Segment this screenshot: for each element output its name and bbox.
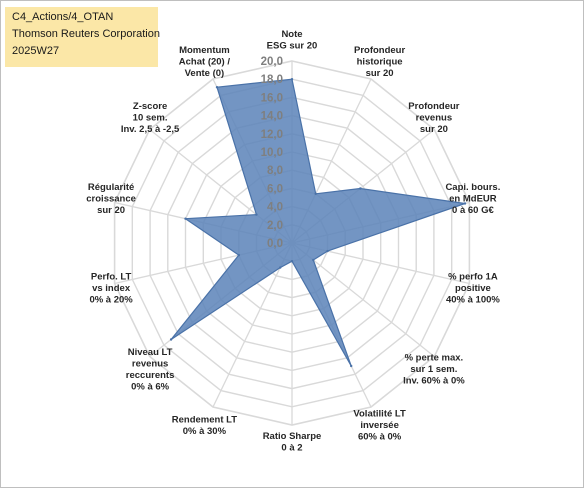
data-point <box>290 78 294 81</box>
title-badge: C4_Actions/4_OTAN Thomson Reuters Corpor… <box>5 7 160 67</box>
data-point <box>314 192 317 195</box>
data-point <box>312 258 315 262</box>
data-point <box>350 364 353 368</box>
tick-label: 10,0 <box>261 147 283 159</box>
data-point <box>290 260 294 263</box>
axis-label: Niveau LT revenus reccurents 0% à 6% <box>126 347 175 393</box>
tick-label: 18,0 <box>261 74 283 86</box>
grid-spoke <box>291 242 435 358</box>
tick-label: 6,0 <box>267 183 283 195</box>
tick-label: 12,0 <box>261 129 283 141</box>
axis-label-line: Niveau LT <box>128 347 173 358</box>
data-point <box>169 338 173 341</box>
axis-label-line: sur 20 <box>420 124 448 135</box>
axis-label-line: % perfo 1A <box>448 272 498 283</box>
badge-line-1: C4_Actions/4_OTAN <box>12 11 114 23</box>
axis-label: % perte max. sur 1 sem. Inv. 60% à 0% <box>403 353 465 387</box>
axis-label: Rendement LT 0% à 30% <box>172 415 237 438</box>
data-point <box>237 253 240 257</box>
badge-line-3: 2025W27 <box>12 45 60 57</box>
axis-label-line: vs index <box>92 283 131 294</box>
axis-label: % perfo 1A positive 40% à 100% <box>446 272 500 306</box>
radar-series <box>169 78 467 368</box>
data-point <box>184 217 187 220</box>
data-point <box>463 202 467 205</box>
axis-label-line: Z-score <box>133 101 167 112</box>
axis-label-line: ESG sur 20 <box>267 41 318 52</box>
axis-label: Profondeur revenus sur 20 <box>408 101 459 135</box>
tick-label: 0,0 <box>267 238 283 250</box>
axis-label: Capi. bours. en MdEUR 0 à 60 G€ <box>445 182 500 216</box>
axis-label-line: 10 sem. <box>133 112 168 123</box>
data-point <box>255 213 258 216</box>
axis-label-line: historique <box>357 56 403 67</box>
axis-label-line: 0% à 30% <box>183 426 227 437</box>
tick-label: 4,0 <box>267 202 283 214</box>
axis-label-line: sur 20 <box>97 205 125 216</box>
tick-label: 16,0 <box>261 92 283 104</box>
axis-label-line: Perfo. LT <box>91 272 132 283</box>
axis-label-line: Profondeur <box>408 101 459 112</box>
data-point <box>279 266 282 269</box>
axis-label-line: 40% à 100% <box>446 295 500 306</box>
axis-labels: Note ESG sur 20 Profondeur historique sur 20… <box>86 29 500 454</box>
axis-label-line: Note <box>281 29 302 40</box>
axis-label-line: Ratio Sharpe <box>263 431 322 442</box>
tick-label: 2,0 <box>267 220 283 232</box>
axis-label: Régularité croissance sur 20 <box>86 182 136 216</box>
axis-label-line: Vente (0) <box>185 68 225 79</box>
axis-label-line: Inv. 2,5 à -2,5 <box>121 124 180 135</box>
axis-label-line: Capi. bours. <box>445 182 500 193</box>
tick-label: 8,0 <box>267 165 283 177</box>
axis-label-line: Volatilité LT <box>353 409 406 420</box>
axis-label-line: % perte max. <box>405 353 464 364</box>
axis-label-line: sur 1 sem. <box>410 364 457 375</box>
axis-label-line: Régularité <box>88 182 134 193</box>
axis-label: Perfo. LT vs index 0% à 20% <box>89 272 133 306</box>
axis-label-line: Momentum <box>179 45 230 56</box>
axis-label-line: Inv. 60% à 0% <box>403 376 465 387</box>
axis-label-line: sur 20 <box>366 68 394 79</box>
badge-line-2: Thomson Reuters Corporation <box>12 28 160 40</box>
axis-label-line: 0% à 20% <box>89 295 133 306</box>
tick-label: 14,0 <box>261 111 283 123</box>
axis-label-line: positive <box>455 283 491 294</box>
axis-label-line: croissance <box>86 193 136 204</box>
axis-label-line: Rendement LT <box>172 415 237 426</box>
data-point <box>326 249 329 253</box>
data-point <box>215 86 219 89</box>
axis-label: Note ESG sur 20 <box>267 29 318 52</box>
axis-label-line: inversée <box>360 420 399 431</box>
axis-label-line: reccurents <box>126 370 175 381</box>
axis-label: Z-score 10 sem. Inv. 2,5 à -2,5 <box>121 101 180 135</box>
grid-spoke <box>212 242 293 408</box>
tick-label: 20,0 <box>261 56 283 68</box>
axis-label: Ratio Sharpe 0 à 2 <box>263 431 322 454</box>
axis-label: Momentum Achat (20) / Vente (0) <box>179 45 231 79</box>
radial-tick-labels: 0,0 2,0 4,0 6,0 8,0 10,0 12,0 14,0 16,0 18,0 20,0 <box>261 56 283 250</box>
axis-label-line: Achat (20) / <box>179 56 231 67</box>
axis-label-line: 0 à 60 G€ <box>452 205 494 216</box>
axis-label-line: 60% à 0% <box>358 432 402 443</box>
axis-label-line: revenus <box>132 358 168 369</box>
axis-label: Volatilité LT inversée 60% à 0% <box>353 409 406 443</box>
axis-label-line: revenus <box>416 112 452 123</box>
axis-label-line: 0 à 2 <box>281 443 302 454</box>
axis-label: Profondeur historique sur 20 <box>354 45 405 79</box>
axis-label-line: en MdEUR <box>449 193 497 204</box>
axis-label-line: Profondeur <box>354 45 405 56</box>
axis-label-line: 0% à 6% <box>131 381 170 392</box>
data-point <box>359 187 362 190</box>
